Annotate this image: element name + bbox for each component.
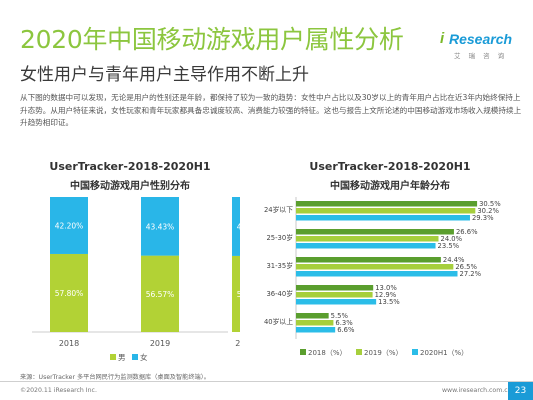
y-tick-label: 25-30岁 bbox=[266, 233, 293, 242]
data-label: 56.34% bbox=[237, 290, 240, 299]
bar-40岁以上-0 bbox=[296, 313, 329, 319]
source-note: 来源：UserTracker 多平台网民行为监测数据库（桌面及智能终端）。 bbox=[20, 374, 210, 381]
data-label: 42.20% bbox=[55, 221, 84, 230]
data-label: 57.80% bbox=[55, 289, 84, 298]
iresearch-logo: i Research 艾 瑞 咨 询 bbox=[440, 30, 526, 64]
data-label: 30.2% bbox=[477, 207, 499, 215]
legend-swatch-female bbox=[132, 354, 138, 360]
bar-25-30岁-2 bbox=[296, 243, 436, 249]
gender-chart-title: UserTracker-2018-2020H1 bbox=[49, 160, 211, 173]
description-paragraph: 从下图的数据中可以发现，无论是用户的性别还是年龄，都保持了较为一致的趋势：女性中… bbox=[20, 93, 522, 127]
data-label: 24.4% bbox=[443, 256, 465, 264]
bar-25-30岁-1 bbox=[296, 236, 439, 242]
legend-label: 女 bbox=[140, 352, 148, 362]
legend-label: 2018（%） bbox=[308, 349, 346, 357]
copyright-text: ©2020.11 iResearch Inc. bbox=[20, 387, 97, 394]
x-tick-label: 2020H1 bbox=[235, 339, 240, 348]
data-label: 26.6% bbox=[456, 228, 478, 236]
data-label: 6.6% bbox=[337, 326, 355, 334]
bar-40岁以上-1 bbox=[296, 320, 334, 326]
y-tick-label: 40岁以上 bbox=[264, 317, 293, 326]
bar-male-2020H1 bbox=[232, 255, 240, 332]
data-label: 27.2% bbox=[460, 270, 482, 278]
data-label: 30.5% bbox=[479, 200, 501, 208]
bar-25-30岁-0 bbox=[296, 229, 454, 235]
bar-24岁以下-2 bbox=[296, 215, 470, 221]
bar-female-2020H1 bbox=[232, 197, 240, 256]
legend-label: 男 bbox=[118, 353, 126, 362]
page-number: 23 bbox=[508, 382, 533, 400]
data-label: 12.9% bbox=[375, 291, 397, 299]
bar-male-2019 bbox=[141, 255, 179, 332]
bar-24岁以下-0 bbox=[296, 201, 478, 207]
bar-male-2018 bbox=[50, 253, 88, 332]
gender-distribution-chart: 57.80% 42.20% 2018 56.57% 43.43% 2019 56.34% 43… bbox=[32, 197, 240, 362]
y-tick-label: 31-35岁 bbox=[266, 261, 293, 270]
legend-label: 2019（%） bbox=[364, 349, 402, 357]
bar-31-35岁-1 bbox=[296, 264, 454, 270]
website-link[interactable]: www.iresearch.com.cn bbox=[442, 387, 512, 394]
data-label: 5.5% bbox=[331, 312, 349, 320]
data-label: 6.3% bbox=[335, 319, 353, 327]
logo-brand: Research bbox=[449, 31, 513, 47]
legend-swatch-male bbox=[110, 354, 116, 360]
legend-swatch-0 bbox=[300, 349, 306, 355]
legend-swatch-1 bbox=[356, 349, 362, 355]
logo-tagline: 艾 瑞 咨 询 bbox=[454, 52, 508, 60]
bar-24岁以下-1 bbox=[296, 208, 476, 214]
data-label: 26.5% bbox=[455, 263, 477, 271]
data-label: 13.5% bbox=[378, 298, 400, 306]
age-chart-subtitle: 中国移动游戏用户年龄分布 bbox=[330, 181, 450, 192]
bar-31-35岁-2 bbox=[296, 271, 458, 277]
y-tick-label: 24岁以下 bbox=[264, 205, 293, 214]
data-label: 24.0% bbox=[441, 235, 463, 243]
age-distribution-chart: 30.5%30.2%29.3% 24岁以下 26.6%24.0%23.5% 25-30… bbox=[264, 197, 501, 357]
bar-36-40岁-0 bbox=[296, 285, 374, 291]
page-title: 2020年中国移动游戏用户属性分析 bbox=[20, 25, 404, 54]
x-tick-label: 2018 bbox=[59, 339, 79, 348]
page-subtitle: 女性用户与青年用户主导作用不断上升 bbox=[20, 65, 309, 85]
data-label: 29.3% bbox=[472, 214, 494, 222]
bar-female-2019 bbox=[141, 197, 179, 256]
data-label: 23.5% bbox=[438, 242, 460, 250]
footer-divider bbox=[0, 381, 533, 382]
bar-36-40岁-2 bbox=[296, 299, 377, 305]
bar-female-2018 bbox=[50, 197, 88, 254]
data-label: 43.43% bbox=[146, 222, 175, 231]
data-label: 56.57% bbox=[146, 290, 175, 299]
legend-label: 2020H1（%） bbox=[420, 349, 468, 357]
gender-chart-subtitle: 中国移动游戏用户性别分布 bbox=[70, 181, 190, 192]
y-tick-label: 36-40岁 bbox=[266, 289, 293, 298]
age-chart-title: UserTracker-2018-2020H1 bbox=[309, 160, 471, 173]
bar-31-35岁-0 bbox=[296, 257, 441, 263]
data-label: 13.0% bbox=[375, 284, 397, 292]
legend-swatch-2 bbox=[412, 349, 418, 355]
logo-i-mark: i bbox=[440, 30, 445, 47]
bar-36-40岁-1 bbox=[296, 292, 373, 298]
data-label: 43.66% bbox=[237, 222, 240, 231]
bar-40岁以上-2 bbox=[296, 327, 336, 333]
x-tick-label: 2019 bbox=[150, 339, 170, 348]
